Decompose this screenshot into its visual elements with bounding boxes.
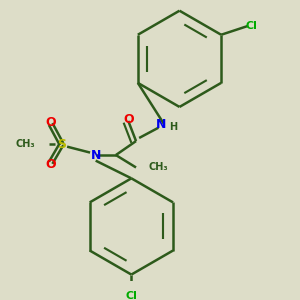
Text: O: O: [123, 113, 134, 126]
Text: O: O: [45, 116, 56, 129]
Text: H: H: [169, 122, 177, 132]
Text: Cl: Cl: [125, 291, 137, 300]
Text: CH₃: CH₃: [16, 139, 35, 149]
Text: S: S: [57, 138, 66, 151]
Text: CH₃: CH₃: [148, 163, 168, 172]
Text: Cl: Cl: [245, 21, 257, 31]
Text: N: N: [91, 148, 101, 162]
Text: O: O: [45, 158, 56, 171]
Text: N: N: [156, 118, 166, 130]
